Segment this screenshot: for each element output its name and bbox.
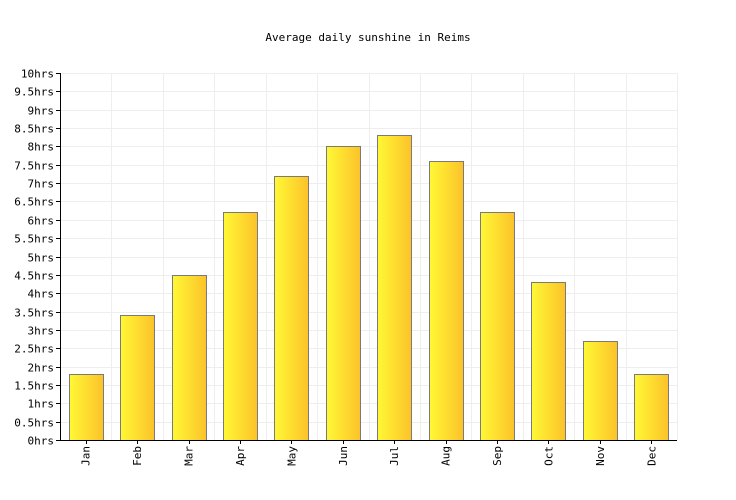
y-tick-label: 6hrs bbox=[28, 215, 55, 228]
x-tick-label: Sep bbox=[491, 446, 504, 466]
x-tick-label: Dec bbox=[645, 446, 658, 466]
x-tick-label: Mar bbox=[183, 446, 196, 466]
bar-sep bbox=[480, 212, 515, 441]
y-tick-label: 0hrs bbox=[28, 435, 55, 448]
y-tick-label: 7hrs bbox=[28, 178, 55, 191]
y-tick-label: 2hrs bbox=[28, 362, 55, 375]
bar-jan bbox=[69, 374, 104, 441]
bar-nov bbox=[583, 341, 618, 441]
x-tick-label: Jan bbox=[80, 446, 93, 466]
y-tick-label: 4hrs bbox=[28, 288, 55, 301]
y-tick-label: 9.5hrs bbox=[14, 86, 54, 99]
y-tick-label: 8hrs bbox=[28, 141, 55, 154]
bars bbox=[69, 135, 669, 441]
y-tick-label: 4.5hrs bbox=[14, 270, 54, 283]
bar-feb bbox=[120, 315, 155, 441]
y-tick-label: 3hrs bbox=[28, 325, 55, 338]
bar-dec bbox=[634, 374, 669, 441]
y-tick-label: 10hrs bbox=[21, 68, 54, 81]
bar-mar bbox=[172, 275, 207, 441]
y-tick-label: 5hrs bbox=[28, 252, 55, 265]
y-tick-label: 8.5hrs bbox=[14, 123, 54, 136]
y-tick-label: 0.5hrs bbox=[14, 417, 54, 430]
y-tick-label: 2.5hrs bbox=[14, 343, 54, 356]
bar-apr bbox=[223, 212, 258, 441]
x-tick-label: Nov bbox=[594, 446, 607, 466]
bar-may bbox=[274, 176, 309, 441]
y-tick-label: 3.5hrs bbox=[14, 307, 54, 320]
x-tick-label: Aug bbox=[440, 446, 453, 466]
y-tick-label: 9hrs bbox=[28, 105, 55, 118]
x-tick-label: Jul bbox=[388, 446, 401, 466]
y-tick-label: 6.5hrs bbox=[14, 196, 54, 209]
x-axis-tick-labels: Jan Feb Mar Apr May Jun Jul Aug Sep Oct Nov Dec bbox=[80, 446, 659, 466]
y-tick-label: 5.5hrs bbox=[14, 233, 54, 246]
chart-title: Average daily sunshine in Reims bbox=[265, 31, 470, 44]
bar-oct bbox=[531, 282, 566, 441]
y-axis-tick-labels: 0hrs 0.5hrs 1hrs 1.5hrs 2hrs 2.5hrs 3hrs 3.5hrs… bbox=[14, 68, 54, 448]
x-tick-label: Feb bbox=[131, 446, 144, 466]
x-tick-label: Oct bbox=[542, 446, 555, 466]
y-tick-label: 7.5hrs bbox=[14, 160, 54, 173]
x-tick-label: Jun bbox=[337, 446, 350, 466]
y-tick-label: 1.5hrs bbox=[14, 380, 54, 393]
bar-aug bbox=[429, 161, 464, 441]
grid bbox=[60, 73, 678, 440]
y-tick-label: 1hrs bbox=[28, 398, 55, 411]
x-tick-label: May bbox=[285, 446, 298, 466]
bar-jun bbox=[326, 146, 361, 441]
axes bbox=[56, 73, 677, 444]
bar-jul bbox=[377, 135, 412, 441]
x-tick-label: Apr bbox=[234, 446, 247, 466]
